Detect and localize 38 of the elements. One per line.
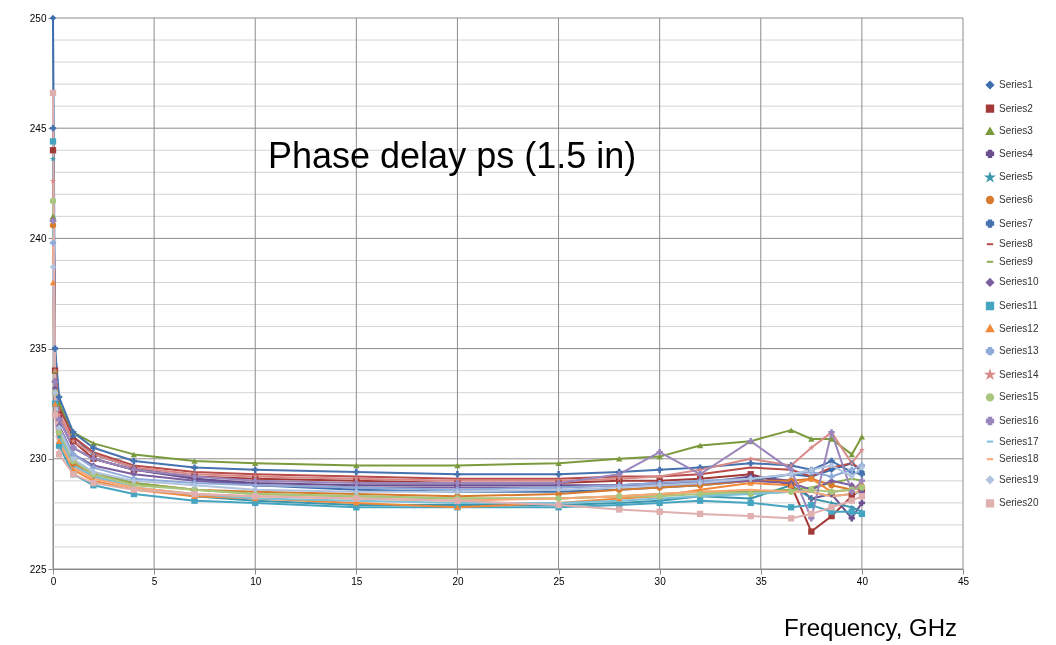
legend-label: Series11 [999, 300, 1039, 311]
x-tick-label: 45 [957, 575, 970, 587]
legend-label: Series16 [999, 415, 1039, 426]
x-tick-label: 35 [755, 575, 768, 587]
legend-label: Series18 [999, 453, 1039, 465]
legend-label: Series8 [999, 238, 1034, 250]
legend-label: Series3 [999, 125, 1034, 137]
x-tick-label: 30 [654, 575, 667, 587]
legend-label: Series14 [999, 368, 1039, 380]
x-tick-label: 25 [553, 575, 566, 587]
y-tick-label: 230 [29, 453, 47, 465]
legend-label: Series7 [999, 217, 1034, 229]
legend-label: Series12 [999, 322, 1039, 334]
y-tick-label: 250 [29, 12, 47, 24]
legend-label: Series19 [999, 473, 1039, 485]
y-tick-label: 240 [29, 232, 47, 244]
legend-label: Series9 [999, 255, 1034, 267]
legend-label: Series6 [999, 194, 1034, 205]
legend-label: Series2 [999, 102, 1034, 114]
x-tick-label: 20 [452, 575, 464, 587]
x-tick-label: 15 [351, 575, 363, 587]
x-tick-label: 10 [250, 575, 262, 587]
x-tick-label: 0 [50, 575, 57, 587]
legend-label: Series13 [999, 345, 1039, 357]
x-tick-label: 5 [151, 575, 158, 587]
legend-label: Series5 [999, 171, 1034, 183]
y-tick-label: 225 [29, 563, 47, 575]
legend-label: Series20 [999, 497, 1039, 509]
legend-label: Series15 [999, 391, 1039, 403]
text: Phase delay ps (1.5 in) [268, 135, 637, 176]
y-tick-label: 235 [29, 343, 47, 355]
y-tick-label: 245 [29, 122, 47, 134]
x-axis-title: Frequency, GHz [784, 613, 957, 641]
legend-label: Series4 [999, 147, 1034, 159]
legend-label: Series17 [999, 435, 1039, 447]
legend-label: Series10 [999, 276, 1039, 288]
legend-label: Series1 [999, 79, 1034, 90]
x-tick-label: 40 [856, 575, 869, 587]
